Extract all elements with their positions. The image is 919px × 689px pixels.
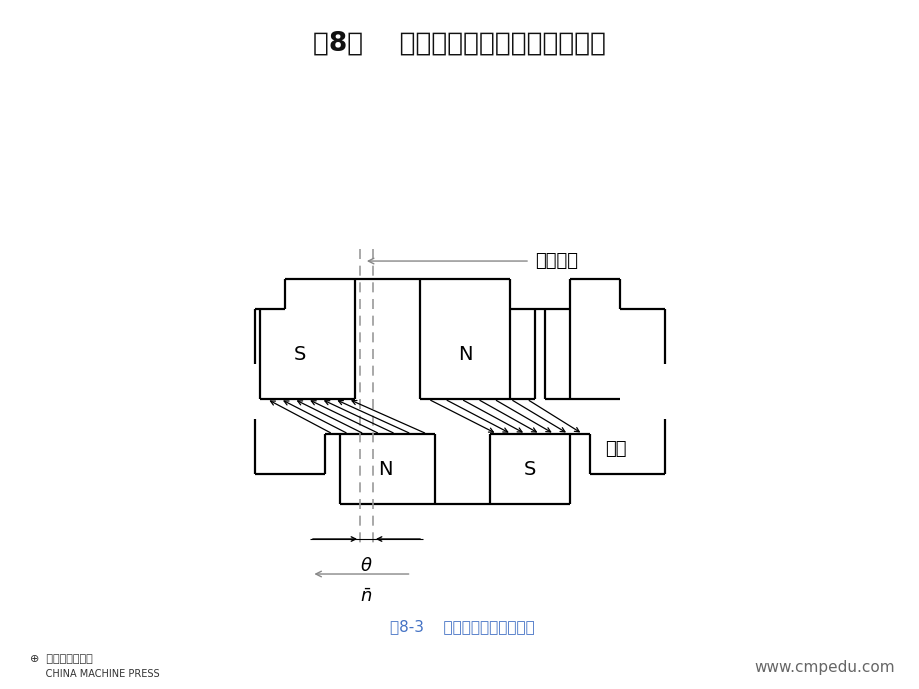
Text: 转子: 转子	[605, 440, 626, 458]
Text: N: N	[378, 460, 391, 479]
Text: $\bar{n}$: $\bar{n}$	[360, 588, 372, 606]
Text: S: S	[293, 344, 306, 364]
Text: www.cmpedu.com: www.cmpedu.com	[754, 659, 894, 675]
Text: $\theta$: $\theta$	[359, 557, 372, 575]
Text: 等效磁极: 等效磁极	[535, 252, 577, 270]
Text: CHINA MACHINE PRESS: CHINA MACHINE PRESS	[30, 669, 160, 679]
Text: 图8-3    三相同步电动机原理图: 图8-3 三相同步电动机原理图	[390, 619, 534, 634]
Text: N: N	[458, 344, 471, 364]
Text: 第8章    三相同步电机及其他电机简介: 第8章 三相同步电机及其他电机简介	[313, 31, 606, 56]
Text: ⊕  机械工业出版社: ⊕ 机械工业出版社	[30, 654, 93, 664]
Text: S: S	[523, 460, 536, 479]
